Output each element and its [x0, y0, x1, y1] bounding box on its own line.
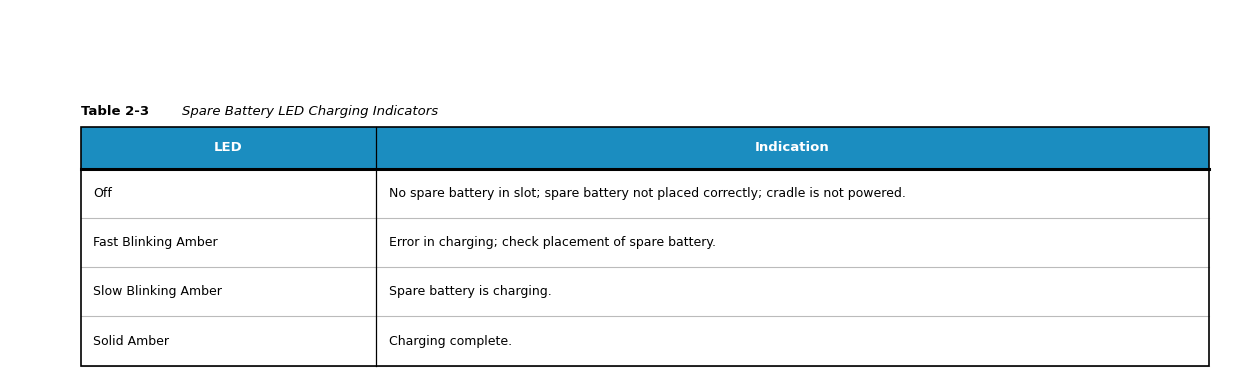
Text: Solid Amber: Solid Amber: [93, 334, 169, 347]
Text: Accessories   2 - 19: Accessories 2 - 19: [1058, 20, 1219, 38]
Text: Error in charging; check placement of spare battery.: Error in charging; check placement of sp…: [388, 236, 715, 249]
Bar: [81, 127, 1209, 366]
Text: Off: Off: [93, 187, 112, 200]
Text: Spare Battery LED Charging Indicators: Spare Battery LED Charging Indicators: [165, 105, 438, 118]
Text: Slow Blinking Amber: Slow Blinking Amber: [93, 285, 222, 298]
Text: Indication: Indication: [755, 141, 830, 154]
Text: LED: LED: [215, 141, 243, 154]
Text: Fast Blinking Amber: Fast Blinking Amber: [93, 236, 218, 249]
Text: Spare battery is charging.: Spare battery is charging.: [388, 285, 552, 298]
Text: Charging complete.: Charging complete.: [388, 334, 512, 347]
Text: No spare battery in slot; spare battery not placed correctly; cradle is not powe: No spare battery in slot; spare battery …: [388, 187, 905, 200]
Text: Table 2-3: Table 2-3: [81, 105, 149, 118]
Bar: [81, 127, 1209, 169]
